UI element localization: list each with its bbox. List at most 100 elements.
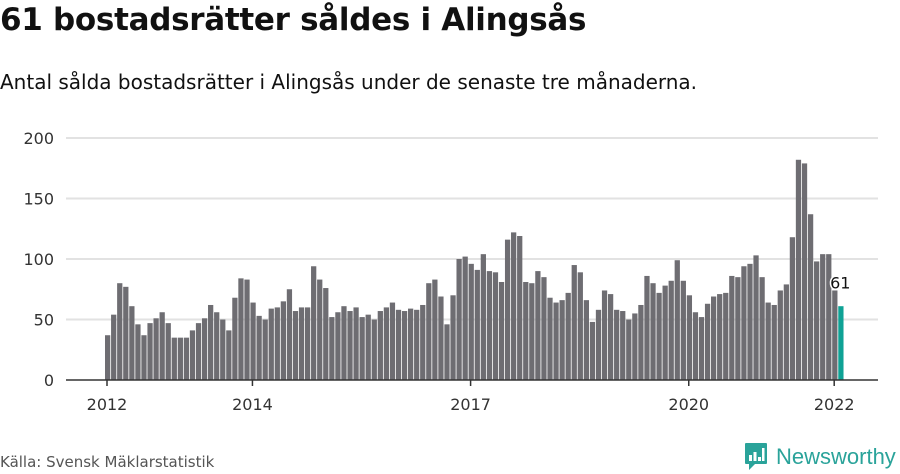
y-axis-labels: 0 50 100 150 200 xyxy=(23,129,54,390)
bar xyxy=(656,292,662,380)
bar xyxy=(789,237,796,380)
bar xyxy=(565,292,571,380)
bar xyxy=(408,308,414,380)
bar xyxy=(389,302,396,380)
bar xyxy=(771,304,777,380)
bar xyxy=(547,297,553,380)
bar xyxy=(323,288,329,380)
source-note: Källa: Svensk Mäklarstatistik xyxy=(0,453,215,471)
bar xyxy=(256,315,262,380)
bar xyxy=(135,324,141,380)
x-tick-label: 2017 xyxy=(450,395,491,414)
bar xyxy=(444,324,450,380)
x-tick-label: 2020 xyxy=(668,395,709,414)
bar xyxy=(335,312,341,380)
bar xyxy=(426,283,432,380)
bar xyxy=(298,307,305,380)
bar xyxy=(777,290,783,380)
bar xyxy=(553,302,559,380)
bar xyxy=(698,317,705,380)
bar xyxy=(571,265,577,380)
bar xyxy=(607,294,614,380)
bar xyxy=(620,311,626,380)
bar xyxy=(414,309,420,380)
x-axis-ticks: 2012 2014 2017 2020 2022 xyxy=(87,380,855,414)
bar xyxy=(759,277,765,380)
page-title: 61 bostadsrätter såldes i Alingsås xyxy=(0,2,587,38)
bar xyxy=(432,279,438,380)
bar xyxy=(765,302,771,380)
bar xyxy=(511,232,517,380)
bar xyxy=(304,307,311,380)
bar xyxy=(826,254,832,380)
bar xyxy=(692,312,699,380)
bar xyxy=(523,281,529,380)
y-tick-label: 100 xyxy=(23,250,54,269)
bar-chart-speech-bubble-icon xyxy=(745,443,767,470)
bar xyxy=(668,280,674,380)
bar xyxy=(220,319,226,380)
bar xyxy=(577,272,583,380)
bar xyxy=(468,263,474,380)
bar xyxy=(244,279,250,380)
y-tick-label: 150 xyxy=(23,190,54,209)
bar xyxy=(753,255,759,380)
bar xyxy=(795,159,802,380)
bar xyxy=(723,292,729,380)
bar xyxy=(820,254,826,380)
bar xyxy=(153,318,159,380)
bar xyxy=(535,271,541,380)
bar xyxy=(238,278,244,380)
bar xyxy=(177,337,183,380)
bar xyxy=(262,319,268,380)
bar xyxy=(450,295,456,380)
bar xyxy=(638,304,644,380)
x-tick-label: 2022 xyxy=(814,395,855,414)
bar xyxy=(341,306,347,380)
bar xyxy=(474,269,480,380)
newsworthy-logo[interactable]: Newsworthy xyxy=(744,442,896,472)
bar xyxy=(807,214,814,380)
bar xyxy=(159,312,165,380)
bar xyxy=(365,314,371,380)
bar xyxy=(589,321,596,380)
bar xyxy=(517,236,523,380)
bar xyxy=(729,275,735,380)
bar xyxy=(395,309,402,380)
x-tick-label: 2012 xyxy=(87,395,128,414)
bar xyxy=(377,311,383,380)
value-annotation: 61 xyxy=(829,272,852,294)
bar xyxy=(201,318,208,380)
bar xyxy=(480,254,486,380)
bar xyxy=(801,163,808,380)
bar xyxy=(292,311,299,380)
bar xyxy=(717,294,723,380)
bar xyxy=(680,280,686,380)
y-tick-label: 200 xyxy=(23,129,54,148)
bar-chart: 0 50 100 150 200 2012 2014 2017 2020 2022 61 xyxy=(23,129,878,414)
bar xyxy=(747,263,753,380)
bar-highlighted xyxy=(838,306,844,380)
bar xyxy=(359,317,365,380)
bar xyxy=(492,272,499,380)
bar xyxy=(280,301,286,380)
bar xyxy=(704,303,711,380)
bar xyxy=(347,311,353,380)
bar xyxy=(735,277,741,380)
annotation-label: 61 xyxy=(830,273,850,292)
bar xyxy=(195,323,202,380)
bar xyxy=(632,313,638,380)
x-tick-label: 2014 xyxy=(232,395,273,414)
bar xyxy=(165,323,171,380)
bar xyxy=(662,285,668,380)
bar xyxy=(268,308,274,380)
bar xyxy=(462,256,468,380)
bar xyxy=(541,277,547,380)
y-tick-label: 50 xyxy=(34,311,54,330)
bar xyxy=(832,290,838,380)
bars xyxy=(105,159,844,380)
bar xyxy=(329,317,335,380)
bar xyxy=(226,330,232,380)
bar xyxy=(189,330,196,380)
bar xyxy=(401,311,408,380)
